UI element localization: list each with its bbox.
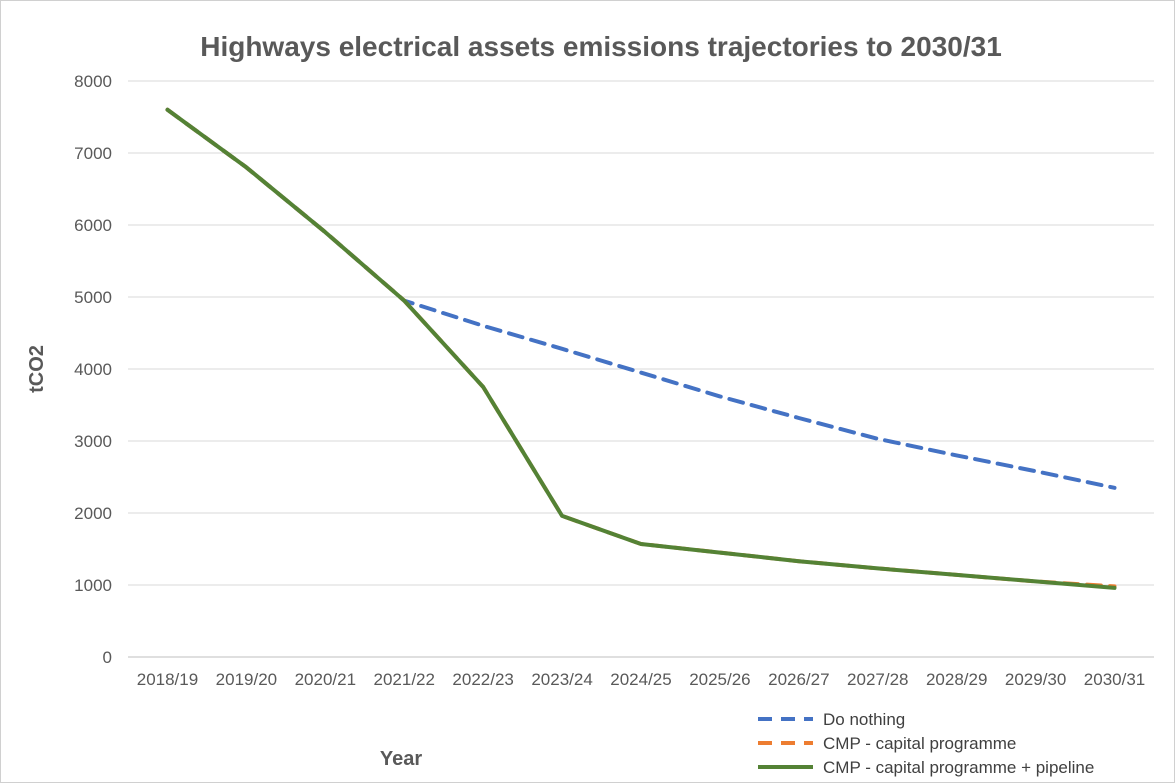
x-axis-title: Year: [380, 748, 422, 770]
series-lines: [165, 107, 1117, 590]
y-axis-ticks: 0 1000 2000 3000 4000 5000 6000 7000 8000: [74, 72, 112, 667]
chart-title: Highways electrical assets emissions tra…: [200, 31, 1002, 62]
series-line-3: [165, 107, 1117, 590]
legend-label: CMP - capital programme + pipeline: [823, 758, 1094, 777]
x-tick-label: 2023/24: [531, 670, 592, 689]
x-tick-label: 2021/22: [374, 670, 435, 689]
legend-label: Do nothing: [823, 710, 905, 729]
x-tick-label: 2020/21: [295, 670, 356, 689]
x-axis-ticks: 2018/19 2019/20 2020/21 2021/22 2022/23 2023/…: [137, 670, 1146, 689]
legend: Do nothing CMP - capital programme CMP - c…: [758, 710, 1094, 777]
y-tick-label: 8000: [74, 72, 112, 91]
y-axis-title: tCO2: [26, 345, 48, 393]
series-line-2: [165, 107, 1117, 589]
x-tick-label: 2026/27: [768, 670, 829, 689]
y-tick-label: 0: [103, 648, 112, 667]
x-tick-label: 2029/30: [1005, 670, 1066, 689]
y-tick-label: 5000: [74, 288, 112, 307]
x-tick-label: 2019/20: [216, 670, 277, 689]
legend-label: CMP - capital programme: [823, 734, 1016, 753]
gridlines: [128, 80, 1154, 658]
y-tick-label: 6000: [74, 216, 112, 235]
x-tick-label: 2018/19: [137, 670, 198, 689]
y-tick-label: 4000: [74, 360, 112, 379]
x-tick-label: 2028/29: [926, 670, 987, 689]
x-tick-label: 2027/28: [847, 670, 908, 689]
y-tick-label: 7000: [74, 144, 112, 163]
x-tick-label: 2025/26: [689, 670, 750, 689]
y-tick-label: 3000: [74, 432, 112, 451]
x-tick-label: 2030/31: [1084, 670, 1145, 689]
x-tick-label: 2024/25: [610, 670, 671, 689]
series-line-1: [165, 107, 1117, 490]
x-tick-label: 2022/23: [452, 670, 513, 689]
y-tick-label: 1000: [74, 576, 112, 595]
y-tick-label: 2000: [74, 504, 112, 523]
